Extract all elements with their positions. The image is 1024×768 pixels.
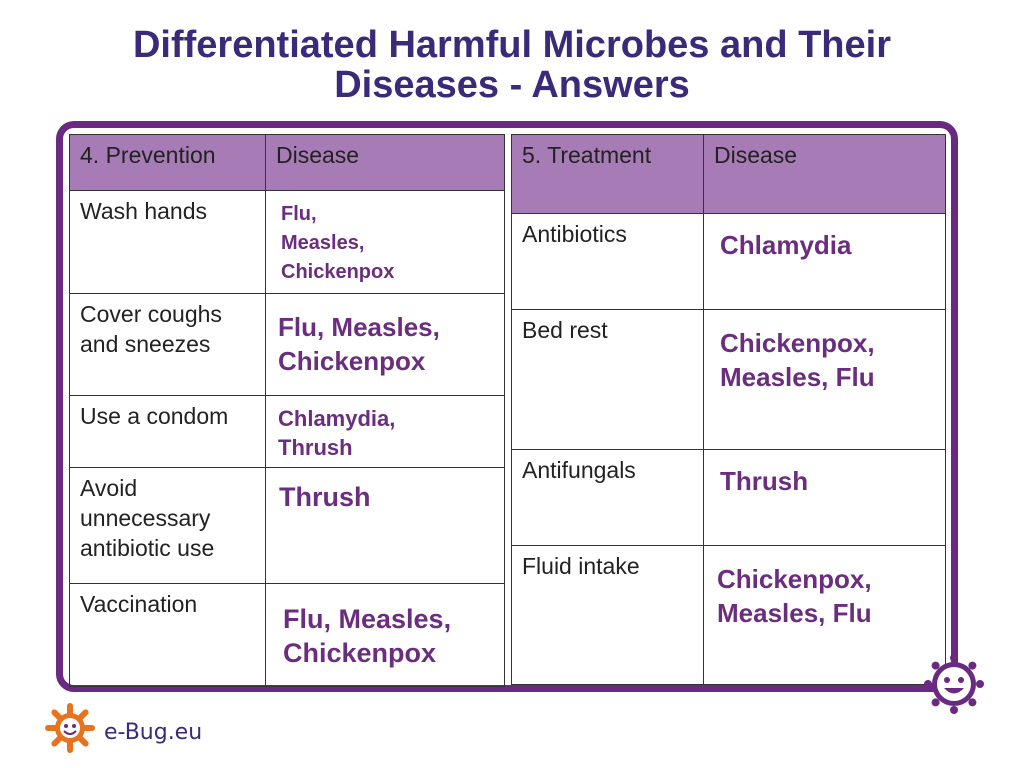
prevention-label-line: and sneezes xyxy=(80,331,211,357)
table-row: Antibiotics Chlamydia xyxy=(511,213,946,310)
disease-answer: Chlamydia, Thrush xyxy=(278,404,395,462)
disease-cell: Flu, Measles, Chickenpox xyxy=(265,583,505,687)
prevention-cell: Avoid unnecessary antibiotic use xyxy=(69,467,266,584)
treatment-label: Antibiotics xyxy=(522,221,627,247)
prevention-label-line: Avoid xyxy=(80,475,138,501)
header-cell: 5. Treatment xyxy=(511,134,704,214)
header-cell: Disease xyxy=(265,134,505,191)
disease-cell: Chickenpox, Measles, Flu xyxy=(703,309,946,450)
prevention-cell: Wash hands xyxy=(69,190,266,294)
e-bug-gear-logo xyxy=(45,703,95,753)
prevention-label-line: Cover coughs xyxy=(80,301,222,327)
table-row: Antifungals Thrush xyxy=(511,449,946,546)
table-row: Wash hands Flu, Measles, Chickenpox xyxy=(69,190,505,294)
header-cell: Disease xyxy=(703,134,946,214)
disease-cell: Chlamydia xyxy=(703,213,946,310)
table-row: Avoid unnecessary antibiotic use Thrush xyxy=(69,467,505,584)
table-row: Fluid intake Chickenpox, Measles, Flu xyxy=(511,545,946,685)
disease-cell: Flu, Measles, Chickenpox xyxy=(265,293,505,396)
disease-answer: Thrush xyxy=(720,466,809,496)
disease-cell: Chickenpox, Measles, Flu xyxy=(703,545,946,685)
prevention-label: Wash hands xyxy=(80,198,207,224)
prevention-label: Avoid unnecessary antibiotic use xyxy=(80,473,214,563)
header-label: Disease xyxy=(714,142,798,168)
disease-answer-line: Measles, Flu xyxy=(720,362,875,392)
header-cell: 4. Prevention xyxy=(69,134,266,191)
disease-answer: Flu, Measles, Chickenpox xyxy=(278,310,440,378)
disease-cell: Thrush xyxy=(703,449,946,546)
table-row: Cover coughs and sneezes Flu, Measles, C… xyxy=(69,293,505,396)
prevention-label: Cover coughs and sneezes xyxy=(80,299,222,359)
prevention-label: Vaccination xyxy=(80,591,198,617)
prevention-label-line: unnecessary xyxy=(80,505,211,531)
prevention-cell: Use a condom xyxy=(69,395,266,468)
prevention-label: Use a condom xyxy=(80,403,229,429)
page-title-line-2: Diseases - Answers xyxy=(334,64,690,106)
treatment-label: Bed rest xyxy=(522,317,608,343)
header-label: 5. Treatment xyxy=(522,142,652,168)
treatment-table: 5. Treatment Disease Antibiotics Chlamyd… xyxy=(511,134,946,685)
header-label: 4. Prevention xyxy=(80,142,216,168)
disease-cell: Thrush xyxy=(265,467,505,584)
disease-answer-line: Flu, Measles, xyxy=(283,604,452,634)
treatment-label: Antifungals xyxy=(522,457,636,483)
disease-answer: Chickenpox, Measles, Flu xyxy=(717,562,872,630)
disease-answer-line: Thrush xyxy=(278,435,353,460)
table-row: Use a condom Chlamydia, Thrush xyxy=(69,395,505,468)
prevention-cell: Cover coughs and sneezes xyxy=(69,293,266,396)
disease-cell: Chlamydia, Thrush xyxy=(265,395,505,468)
disease-answer-line: Chickenpox xyxy=(283,638,437,668)
disease-answer: Chlamydia xyxy=(720,230,852,260)
disease-cell: Flu, Measles, Chickenpox xyxy=(265,190,505,294)
disease-answer-line: Chickenpox, xyxy=(720,328,875,358)
treatment-label: Fluid intake xyxy=(522,553,640,579)
e-bug-smiley-icon xyxy=(924,654,984,714)
table-header-row: 4. Prevention Disease xyxy=(69,134,505,191)
treatment-cell: Fluid intake xyxy=(511,545,704,685)
disease-answer: Flu, Measles, Chickenpox xyxy=(283,602,451,670)
disease-answer-line: Chlamydia, xyxy=(278,406,396,431)
disease-answer-line: Measles, xyxy=(281,232,365,254)
disease-answer-line: Flu, xyxy=(281,203,317,225)
treatment-cell: Antifungals xyxy=(511,449,704,546)
table-row: Bed rest Chickenpox, Measles, Flu xyxy=(511,309,946,450)
disease-answer: Flu, Measles, Chickenpox xyxy=(281,200,394,287)
disease-answer: Chickenpox, Measles, Flu xyxy=(720,326,875,394)
treatment-cell: Antibiotics xyxy=(511,213,704,310)
treatment-cell: Bed rest xyxy=(511,309,704,450)
disease-answer-line: Flu, Measles, xyxy=(278,312,440,342)
disease-answer-line: Chickenpox, xyxy=(717,564,872,594)
disease-answer-line: Measles, Flu xyxy=(717,598,872,628)
table-header-row: 5. Treatment Disease xyxy=(511,134,946,214)
prevention-label-line: antibiotic use xyxy=(80,535,215,561)
disease-answer-line: Chickenpox xyxy=(281,261,395,283)
table-row: Vaccination Flu, Measles, Chickenpox xyxy=(69,583,505,687)
prevention-table: 4. Prevention Disease Wash hands Flu, Me… xyxy=(69,134,505,687)
disease-answer-line: Chickenpox xyxy=(278,346,426,376)
page-title-line-1: Differentiated Harmful Microbes and Thei… xyxy=(132,24,891,66)
prevention-cell: Vaccination xyxy=(69,583,266,687)
disease-answer: Thrush xyxy=(279,482,371,512)
header-label: Disease xyxy=(276,142,360,168)
site-name: e-Bug.eu xyxy=(104,720,203,745)
